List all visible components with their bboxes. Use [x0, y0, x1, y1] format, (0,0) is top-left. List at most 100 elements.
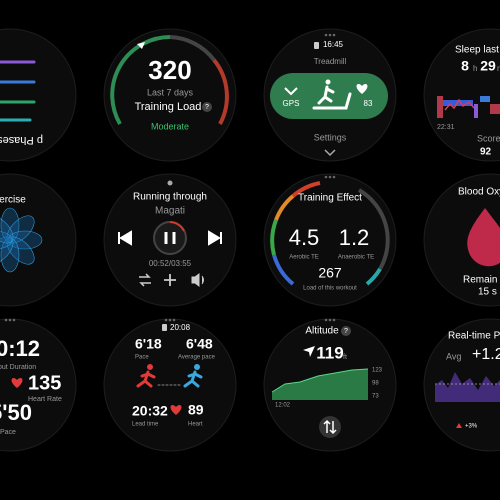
label: Magati [155, 206, 185, 217]
label: Running through [133, 192, 207, 203]
label: Score [477, 133, 500, 143]
ring-blue [272, 254, 295, 286]
label: 92 [480, 147, 492, 158]
chevron [324, 149, 336, 157]
seg [490, 104, 500, 114]
label: m [497, 64, 500, 73]
ring-red [291, 181, 321, 198]
altitude-area [272, 369, 368, 400]
treadmill-icon [312, 79, 352, 110]
petal [7, 230, 43, 250]
gauge-green [110, 35, 171, 125]
dot [328, 33, 332, 37]
head [325, 79, 331, 85]
label: ? [344, 328, 348, 335]
volume-icon[interactable] [191, 273, 204, 287]
label: 98 [372, 381, 379, 387]
ring-orange [274, 194, 295, 221]
label: 8 [461, 58, 469, 74]
label: Training Effect [298, 193, 362, 204]
add-icon[interactable] [164, 274, 176, 286]
ring-teal [365, 267, 382, 286]
dot [172, 318, 176, 322]
label: Training Load [135, 101, 202, 113]
label: Blood Oxy [458, 187, 500, 198]
repeat-icon[interactable] [139, 273, 151, 287]
label: Pace [0, 429, 16, 436]
label: ? [205, 104, 209, 111]
label: 4.5 [289, 225, 320, 250]
breathing-flower [0, 207, 43, 273]
petal [6, 215, 35, 244]
gauge-gray [169, 35, 216, 62]
oxygen-drop [467, 208, 500, 267]
seg [437, 96, 443, 118]
dot [324, 175, 328, 179]
label: Sleep last [455, 45, 499, 56]
label: 5'50 [0, 400, 32, 425]
label: Treadmill [314, 57, 347, 66]
petal [0, 230, 13, 250]
label: +3% [465, 424, 478, 430]
seg [444, 98, 475, 111]
scroll-button[interactable] [319, 416, 341, 438]
label: 73 [372, 394, 379, 400]
label: Heart [188, 422, 203, 428]
label: Pace [135, 355, 149, 361]
label: Settings [314, 132, 347, 142]
heart-icon [11, 377, 23, 388]
label: +1.2 [472, 346, 500, 363]
petal [0, 237, 20, 273]
prev-button[interactable] [118, 230, 132, 246]
seg [480, 96, 490, 102]
label: 15 s [478, 287, 497, 298]
perf-area [435, 372, 500, 402]
gps-icon [284, 87, 298, 96]
altitude-line [271, 368, 369, 393]
dot [164, 318, 168, 322]
petal [0, 236, 14, 265]
label: xercise [0, 195, 26, 206]
label: Heart Rate [28, 396, 62, 403]
label: Lead time [132, 422, 159, 428]
dot [168, 318, 172, 322]
help-icon [341, 326, 351, 336]
mic-icon [167, 180, 173, 186]
dot [328, 175, 332, 179]
label: out Duration [0, 364, 36, 371]
dot [8, 318, 12, 322]
label: 22:31 [437, 124, 455, 131]
dot [332, 33, 336, 37]
progress-arc [169, 221, 185, 232]
runners [136, 364, 203, 388]
label: 16:45 [323, 40, 344, 49]
ring-gray [357, 188, 390, 270]
trend-icon [456, 423, 462, 428]
dot [324, 318, 328, 322]
face [423, 28, 500, 162]
next-button[interactable] [208, 230, 222, 246]
face [103, 28, 237, 162]
label: Anaerobic TE [338, 255, 374, 261]
dot [4, 318, 8, 322]
label: 267 [318, 265, 342, 281]
sleep-bars [0, 60, 36, 122]
label: 00:52/03:55 [149, 259, 192, 268]
heart-icon [356, 83, 368, 94]
petal [0, 207, 20, 243]
help-icon [202, 102, 212, 112]
label: Avg [446, 351, 461, 361]
runner-head [147, 364, 153, 370]
scroll-icon [323, 419, 337, 435]
runner-red [136, 370, 156, 388]
ring-green [270, 219, 278, 256]
label: Remain s [463, 275, 500, 286]
label: h [473, 64, 477, 73]
label: 123 [372, 368, 383, 374]
direction-icon [303, 346, 315, 357]
label: p Phases [0, 134, 43, 146]
label: 320 [148, 55, 191, 85]
